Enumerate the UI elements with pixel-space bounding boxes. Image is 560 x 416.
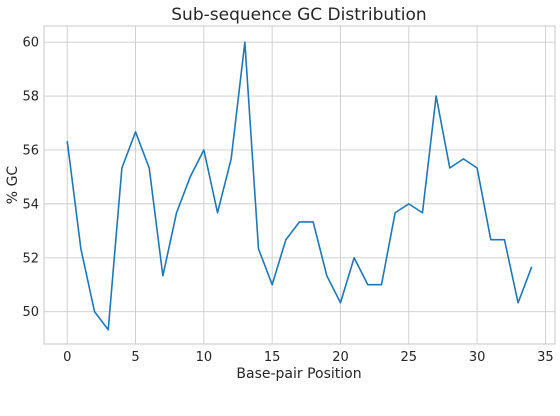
x-tick-label: 25 (401, 350, 418, 365)
data-point (311, 219, 316, 224)
x-tick-label: 20 (332, 350, 349, 365)
x-tick-label: 15 (264, 350, 281, 365)
data-point (516, 300, 521, 305)
data-point (215, 210, 220, 215)
data-point (297, 219, 302, 224)
series-group (65, 40, 534, 332)
x-axis-label: Base-pair Position (236, 366, 361, 382)
x-tick-label: 30 (469, 350, 486, 365)
data-point (283, 237, 288, 242)
x-tick-label: 5 (131, 350, 139, 365)
y-tick-label: 60 (22, 36, 39, 51)
data-point (338, 300, 343, 305)
y-tick-label: 50 (22, 305, 39, 320)
data-point (393, 210, 398, 215)
data-point (106, 327, 111, 332)
data-point (352, 255, 357, 260)
data-point (447, 166, 452, 171)
data-point (147, 166, 152, 171)
data-point (406, 201, 411, 206)
data-point (119, 166, 124, 171)
data-point (270, 282, 275, 287)
x-tick-label: 35 (537, 350, 554, 365)
data-point (434, 94, 439, 99)
y-axis-label: % GC (5, 166, 21, 205)
gc-series-line (66, 41, 533, 331)
data-point (502, 237, 507, 242)
data-point (65, 139, 70, 144)
data-point (475, 166, 480, 171)
data-point (78, 246, 83, 251)
data-point (256, 246, 261, 251)
data-point (188, 174, 193, 179)
y-tick-label: 58 (22, 90, 39, 105)
data-point (420, 210, 425, 215)
plot-frame (43, 25, 556, 345)
data-point (529, 264, 534, 269)
x-tick-label: 0 (63, 350, 71, 365)
y-tick-label: 52 (22, 251, 39, 266)
data-point (92, 309, 97, 314)
data-point (242, 40, 247, 45)
chart-title: Sub-sequence GC Distribution (171, 5, 426, 25)
data-point (133, 129, 138, 134)
data-point (379, 282, 384, 287)
data-point (229, 156, 234, 161)
data-point (488, 237, 493, 242)
data-point (174, 210, 179, 215)
x-tick-label: 10 (196, 350, 213, 365)
data-point (324, 273, 329, 278)
y-tick-labels: 50 52 54 56 58 60 (22, 36, 39, 320)
data-point (160, 273, 165, 278)
data-point (365, 282, 370, 287)
x-tick-labels: 0 5 10 15 20 25 30 35 (63, 350, 554, 365)
y-tick-label: 56 (22, 143, 39, 158)
y-tick-label: 54 (22, 197, 39, 212)
data-point (461, 156, 466, 161)
data-point (201, 147, 206, 152)
